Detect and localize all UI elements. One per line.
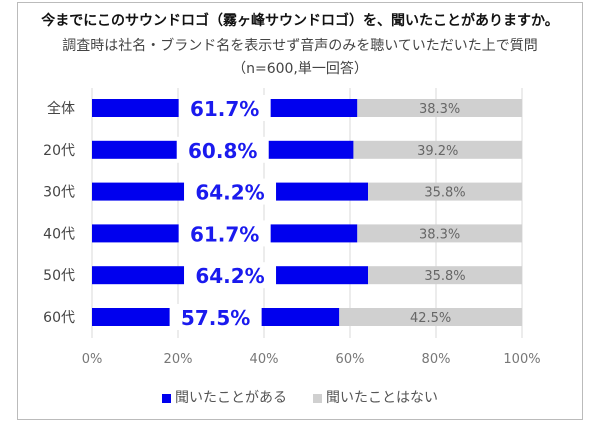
legend-item-heard: 聞いたことがある [162,387,287,407]
legend-item-not-heard: 聞いたことはない [313,387,438,407]
category-label: 40代 [43,226,75,242]
data-label: 38.3% [419,102,460,117]
data-label-background [176,136,269,163]
category-label: 30代 [43,185,75,201]
data-label-background [184,178,277,205]
bar-segment [368,182,522,201]
data-label-background [169,304,262,330]
data-label: 60.8% [188,139,257,163]
category-label: 50代 [43,268,75,284]
x-tick-label: 40% [250,352,279,367]
data-label: 38.3% [419,227,460,242]
data-label: 61.7% [190,222,259,246]
bar-segment [368,266,522,285]
bar-segment [353,140,522,159]
data-label-background [184,262,277,289]
chart-note: （n=600,単一回答） [232,61,368,77]
x-tick-label: 0% [82,352,103,367]
x-tick-label: 80% [422,352,451,367]
data-label: 35.8% [424,186,465,201]
legend-label: 聞いたことはない [326,390,438,406]
data-label-background [178,95,271,121]
category-label: 20代 [43,143,75,159]
legend-label: 聞いたことがある [175,390,287,406]
x-tick-label: 60% [336,352,365,367]
chart-subtitle: 調査時は社名・ブランド名を表示せず音声のみを聴いていただいた上で質問 [62,38,538,54]
bar-segment [357,224,522,243]
bar-segment [357,99,522,117]
category-label: 60代 [43,310,75,326]
data-label: 57.5% [181,306,250,330]
category-label: 全体 [47,100,75,117]
x-tick-label: 20% [164,352,193,367]
bar-segment [339,308,522,326]
legend-swatch [162,393,171,403]
data-label: 61.7% [190,97,259,121]
legend-swatch [313,393,322,403]
data-label: 35.8% [424,269,465,284]
chart-frame [17,2,583,420]
data-label: 42.5% [410,311,451,326]
chart-title: 今までにこのサウンドロゴ（霧ヶ峰サウンドロゴ）を、聞いたことがありますか。 [41,13,559,29]
data-label: 64.2% [195,264,264,288]
x-tick-label: 100% [503,352,540,367]
legend: 聞いたことがある 聞いたことはない [0,387,600,407]
data-label-background [178,220,271,247]
data-label: 64.2% [195,181,264,205]
data-label: 39.2% [417,144,458,159]
